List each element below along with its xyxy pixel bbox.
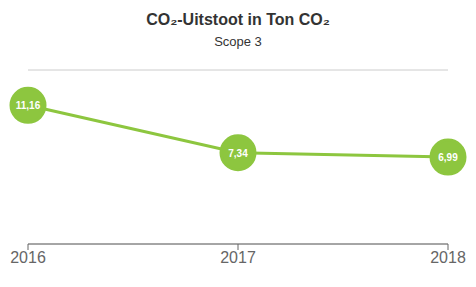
html-text:CO₂-Uitstoot in Ton CO₂: CO₂-Uitstoot in Ton CO₂: [146, 11, 330, 28]
svg-text:2016: 2016: [10, 249, 46, 266]
svg-text:7,34: 7,34: [228, 148, 248, 159]
svg-text:6,99: 6,99: [438, 152, 458, 163]
svg-text:11,16: 11,16: [16, 100, 41, 111]
html-text:Scope 3: Scope 3: [214, 34, 262, 49]
svg-text:2018: 2018: [430, 249, 466, 266]
svg-text:2017: 2017: [220, 249, 256, 266]
